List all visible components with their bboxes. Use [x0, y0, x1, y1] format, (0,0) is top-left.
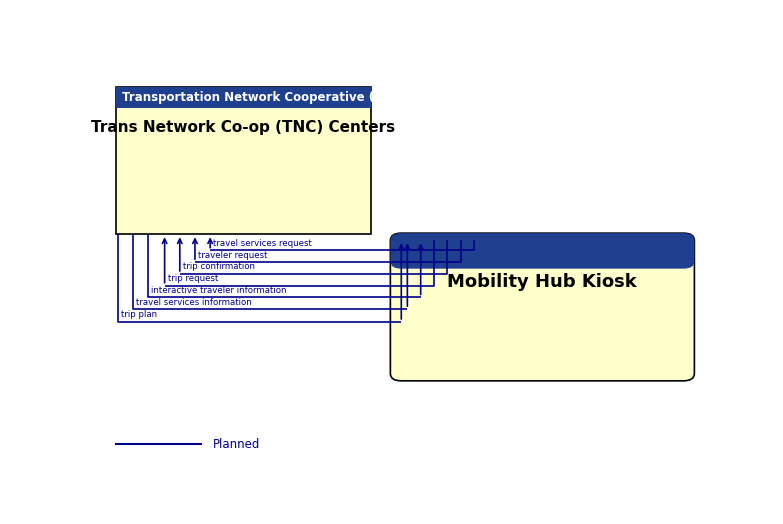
FancyBboxPatch shape: [391, 233, 695, 381]
FancyBboxPatch shape: [116, 87, 371, 108]
Text: travel services information: travel services information: [136, 298, 252, 307]
Text: Mobility Hub Kiosk: Mobility Hub Kiosk: [448, 274, 637, 291]
Text: interactive traveler information: interactive traveler information: [151, 286, 287, 295]
Text: trip request: trip request: [168, 274, 218, 283]
FancyBboxPatch shape: [116, 87, 371, 234]
Text: traveler request: traveler request: [198, 251, 268, 260]
Text: trip confirmation: trip confirmation: [183, 263, 254, 271]
Text: travel services request: travel services request: [213, 239, 312, 248]
Text: Planned: Planned: [213, 438, 261, 451]
Text: trip plan: trip plan: [121, 311, 157, 320]
FancyBboxPatch shape: [391, 233, 695, 269]
Text: Transportation Network Cooperative (...: Transportation Network Cooperative (...: [122, 91, 388, 104]
Text: Trans Network Co-op (TNC) Centers: Trans Network Co-op (TNC) Centers: [92, 120, 395, 135]
FancyBboxPatch shape: [402, 250, 684, 261]
